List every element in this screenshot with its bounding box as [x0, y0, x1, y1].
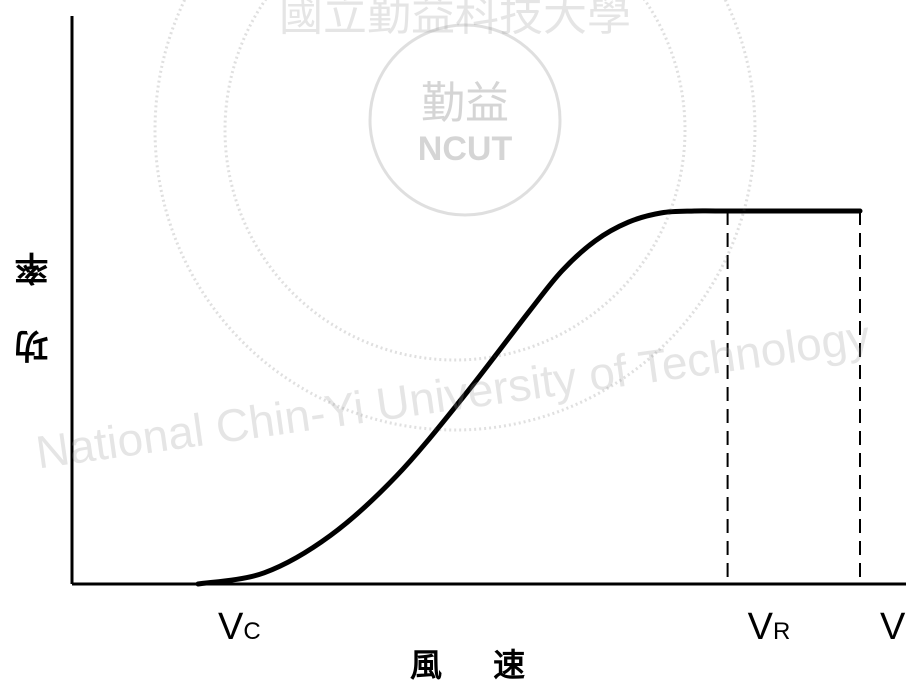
- x-tick-label-1: VR: [748, 606, 791, 649]
- axes: [70, 16, 906, 586]
- x-tick-subscript: R: [772, 618, 791, 645]
- x-tick-main: V: [747, 606, 773, 648]
- power-curve: [195, 208, 863, 587]
- y-axis-label: 功 率: [15, 236, 55, 364]
- series-line: [195, 208, 863, 587]
- x-axis-label: 風 速: [410, 646, 546, 684]
- x-tick-subscript: C: [243, 618, 261, 645]
- x-tick-main: V: [218, 606, 244, 648]
- x-tick-main: V: [880, 606, 906, 648]
- reference-lines: [726, 211, 861, 584]
- x-tick-label-0: VC: [218, 606, 261, 649]
- x-tick-label-2: VF: [880, 606, 906, 649]
